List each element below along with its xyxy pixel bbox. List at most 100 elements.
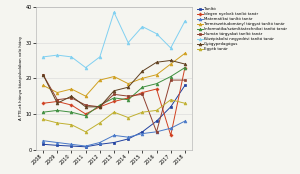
Egyéb tanár (56, 122, 59, 124)
Tanító (56, 144, 59, 146)
Egyéb tanár (41, 118, 45, 120)
Gyógypedagógus (141, 70, 144, 72)
Idegen nyelvek tanító tanár (84, 113, 87, 115)
Informatika/számítástechnikai tanító tanár (169, 76, 172, 78)
Humán tárgyakat tanító tanár (41, 74, 45, 76)
Informatika/számítástechnikai tanító tanár (141, 86, 144, 88)
Középiskolai negyedévi tanító tanár (98, 56, 102, 58)
Középiskolai negyedévi tanító tanár (56, 54, 59, 56)
Matematikai tanító tanár (56, 141, 59, 144)
Egyéb tanár (141, 111, 144, 113)
Humán tárgyakat tanító tanár (169, 79, 172, 81)
Idegen nyelvek tanító tanár (126, 97, 130, 99)
Tanító (70, 145, 73, 147)
Matematikai tanító tanár (155, 131, 158, 133)
Informatika/számítástechnikai tanító tanár (84, 115, 87, 117)
Természettudomány/ tárgyat tanító tanár (183, 52, 187, 54)
Természettudomány/ tárgyat tanító tanár (169, 63, 172, 65)
Középiskolai negyedévi tanító tanár (183, 20, 187, 22)
Tanító (126, 138, 130, 140)
Humán tárgyakat tanító tanár (84, 104, 87, 106)
Informatika/számítástechnikai tanító tanár (183, 67, 187, 69)
Idegen nyelvek tanító tanár (112, 100, 116, 102)
Humán tárgyakat tanító tanár (70, 97, 73, 99)
Egyéb tanár (126, 117, 130, 119)
Informatika/számítástechnikai tanító tanár (126, 99, 130, 101)
Humán tárgyakat tanító tanár (126, 95, 130, 97)
Matematikai tanító tanár (141, 133, 144, 135)
Line: Természettudomány/ tárgyat tanító tanár: Természettudomány/ tárgyat tanító tanár (42, 52, 186, 97)
Line: Idegen nyelvek tanító tanár: Idegen nyelvek tanító tanár (42, 66, 186, 137)
Y-axis label: A FTE-ek hiánya középiskolában való hiány: A FTE-ek hiánya középiskolában való hián… (19, 36, 23, 120)
Idegen nyelvek tanító tanár (141, 92, 144, 94)
Középiskolai negyedévi tanító tanár (126, 42, 130, 44)
Idegen nyelvek tanító tanár (41, 102, 45, 104)
Humán tárgyakat tanító tanár (98, 106, 102, 108)
Legend: Tanító, Idegen nyelvek tanító tanár, Matematikai tanító tanár, Természettudomány: Tanító, Idegen nyelvek tanító tanár, Mat… (197, 7, 287, 51)
Idegen nyelvek tanító tanár (155, 88, 158, 90)
Gyógypedagógus (183, 63, 187, 65)
Tanító (155, 120, 158, 122)
Egyéb tanár (169, 99, 172, 101)
Gyógypedagógus (155, 61, 158, 63)
Középiskolai negyedévi tanító tanár (155, 33, 158, 35)
Tanító (141, 131, 144, 133)
Informatika/számítástechnikai tanító tanár (70, 111, 73, 113)
Matematikai tanító tanár (126, 136, 130, 138)
Humán tárgyakat tanító tanár (155, 131, 158, 133)
Informatika/számítástechnikai tanító tanár (112, 97, 116, 99)
Természettudomány/ tárgyat tanító tanár (112, 76, 116, 78)
Informatika/számítástechnikai tanító tanár (98, 104, 102, 106)
Középiskolai negyedévi tanító tanár (84, 67, 87, 69)
Gyógypedagógus (41, 74, 45, 76)
Matematikai tanító tanár (98, 141, 102, 144)
Egyéb tanár (112, 111, 116, 113)
Egyéb tanár (70, 124, 73, 126)
Középiskolai negyedévi tanító tanár (70, 56, 73, 58)
Gyógypedagógus (70, 95, 73, 97)
Humán tárgyakat tanító tanár (183, 79, 187, 81)
Idegen nyelvek tanító tanár (98, 106, 102, 108)
Humán tárgyakat tanító tanár (141, 93, 144, 95)
Természettudomány/ tárgyat tanító tanár (84, 95, 87, 97)
Idegen nyelvek tanító tanár (56, 100, 59, 102)
Idegen nyelvek tanító tanár (169, 134, 172, 136)
Egyéb tanár (183, 102, 187, 104)
Középiskolai negyedévi tanító tanár (169, 47, 172, 49)
Gyógypedagógus (98, 106, 102, 108)
Gyógypedagógus (112, 90, 116, 92)
Matematikai tanító tanár (169, 127, 172, 129)
Humán tárgyakat tanító tanár (112, 93, 116, 95)
Természettudomány/ tárgyat tanító tanár (70, 88, 73, 90)
Gyógypedagógus (169, 60, 172, 62)
Informatika/számítástechnikai tanító tanár (41, 111, 45, 113)
Gyógypedagógus (56, 102, 59, 104)
Természettudomány/ tárgyat tanító tanár (126, 83, 130, 85)
Tanító (41, 143, 45, 145)
Idegen nyelvek tanító tanár (70, 104, 73, 106)
Line: Matematikai tanító tanár: Matematikai tanító tanár (42, 120, 186, 147)
Humán tárgyakat tanító tanár (56, 99, 59, 101)
Egyéb tanár (98, 122, 102, 124)
Matematikai tanító tanár (84, 145, 87, 147)
Informatika/számítástechnikai tanító tanár (155, 83, 158, 85)
Matematikai tanító tanár (183, 120, 187, 122)
Tanító (112, 141, 116, 144)
Idegen nyelvek tanító tanár (183, 67, 187, 69)
Line: Humán tárgyakat tanító tanár: Humán tárgyakat tanító tanár (42, 73, 186, 133)
Line: Középiskolai negyedévi tanító tanár: Középiskolai negyedévi tanító tanár (42, 11, 186, 69)
Matematikai tanító tanár (70, 143, 73, 145)
Line: Tanító: Tanító (42, 84, 186, 148)
Informatika/számítástechnikai tanító tanár (56, 109, 59, 112)
Középiskolai negyedévi tanító tanár (41, 56, 45, 58)
Gyógypedagógus (126, 86, 130, 88)
Természettudomány/ tárgyat tanító tanár (141, 77, 144, 79)
Tanító (169, 106, 172, 108)
Tanító (84, 146, 87, 148)
Tanító (98, 143, 102, 145)
Line: Informatika/számítástechnikai tanító tanár: Informatika/számítástechnikai tanító tan… (42, 66, 186, 117)
Line: Gyógypedagógus: Gyógypedagógus (42, 59, 186, 108)
Természettudomány/ tárgyat tanító tanár (41, 84, 45, 86)
Középiskolai negyedévi tanító tanár (141, 26, 144, 28)
Gyógypedagógus (84, 106, 87, 108)
